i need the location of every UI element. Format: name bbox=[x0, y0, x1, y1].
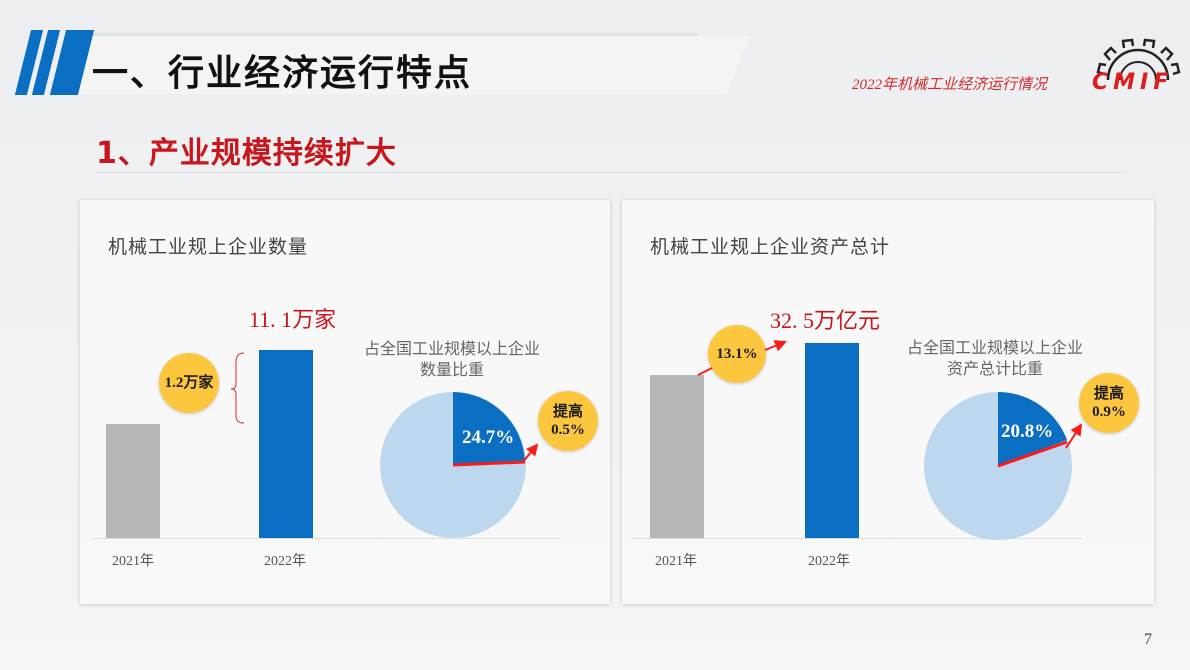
section-subtitle: 1、产业规模持续扩大 bbox=[96, 136, 397, 171]
change-bubble: 13.1% bbox=[708, 325, 766, 383]
chart-baseline bbox=[92, 538, 560, 539]
pie-caption-line2: 数量比重 bbox=[419, 361, 484, 379]
report-label: 2022年机械工业经济运行情况 bbox=[852, 77, 1048, 93]
divider bbox=[96, 172, 1126, 173]
x-label-2022: 2022年 bbox=[808, 554, 850, 569]
bar-2021 bbox=[106, 424, 160, 538]
chart-baseline bbox=[632, 538, 1082, 539]
increase-bubble: 提高 0.9% bbox=[1079, 373, 1139, 433]
page-title: 一、行业经济运行特点 bbox=[92, 53, 473, 94]
bar-2021 bbox=[650, 375, 704, 538]
pie-caption-line1: 占全国工业规模以上企业 bbox=[906, 340, 1083, 357]
title-band bbox=[78, 36, 750, 94]
card-title: 机械工业规上企业资产总计 bbox=[650, 236, 891, 258]
increase-text-line1: 提高 bbox=[1093, 386, 1124, 402]
pie-caption: 占全国工业规模以上企业 资产总计比重 bbox=[895, 339, 1095, 381]
x-label-2022: 2022年 bbox=[264, 554, 306, 569]
pie-share-label: 20.8% bbox=[1001, 421, 1054, 442]
card-total-assets: 机械工业规上企业资产总计 bbox=[622, 200, 1154, 604]
change-bubble-text: 1.2万家 bbox=[164, 375, 214, 391]
x-label-2021: 2021年 bbox=[112, 554, 154, 569]
bar-2022 bbox=[805, 343, 859, 538]
x-label-2021: 2021年 bbox=[655, 554, 697, 569]
gear-logo-icon bbox=[1096, 38, 1181, 81]
pie-chart-count-share bbox=[380, 392, 526, 538]
increase-text-line2: 0.9% bbox=[1092, 404, 1126, 420]
increase-bubble: 提高 0.5% bbox=[538, 391, 598, 451]
page-number: 7 bbox=[1144, 631, 1152, 648]
value-label-2022: 11. 1万家 bbox=[249, 307, 337, 332]
pie-share-label: 24.7% bbox=[462, 427, 515, 448]
card-title: 机械工业规上企业数量 bbox=[108, 236, 309, 258]
pie-caption-line2: 资产总计比重 bbox=[946, 360, 1043, 378]
bar-2022 bbox=[259, 350, 313, 538]
value-label-2022: 32. 5万亿元 bbox=[770, 308, 881, 333]
title-band-shadow bbox=[80, 33, 698, 38]
card-enterprise-count: 机械工业规上企业数量 bbox=[80, 200, 610, 604]
logo-text: CMIF bbox=[1092, 70, 1174, 95]
increase-text-line1: 提高 bbox=[552, 404, 583, 420]
pie-caption-line1: 占全国工业规模以上企业 bbox=[363, 341, 540, 358]
change-bubble-text: 13.1% bbox=[716, 346, 758, 362]
pie-caption: 占全国工业规模以上企业 数量比重 bbox=[352, 340, 552, 382]
change-bubble: 1.2万家 bbox=[159, 353, 219, 413]
pie-chart-asset-share bbox=[924, 392, 1072, 540]
increase-text-line2: 0.5% bbox=[551, 422, 585, 438]
